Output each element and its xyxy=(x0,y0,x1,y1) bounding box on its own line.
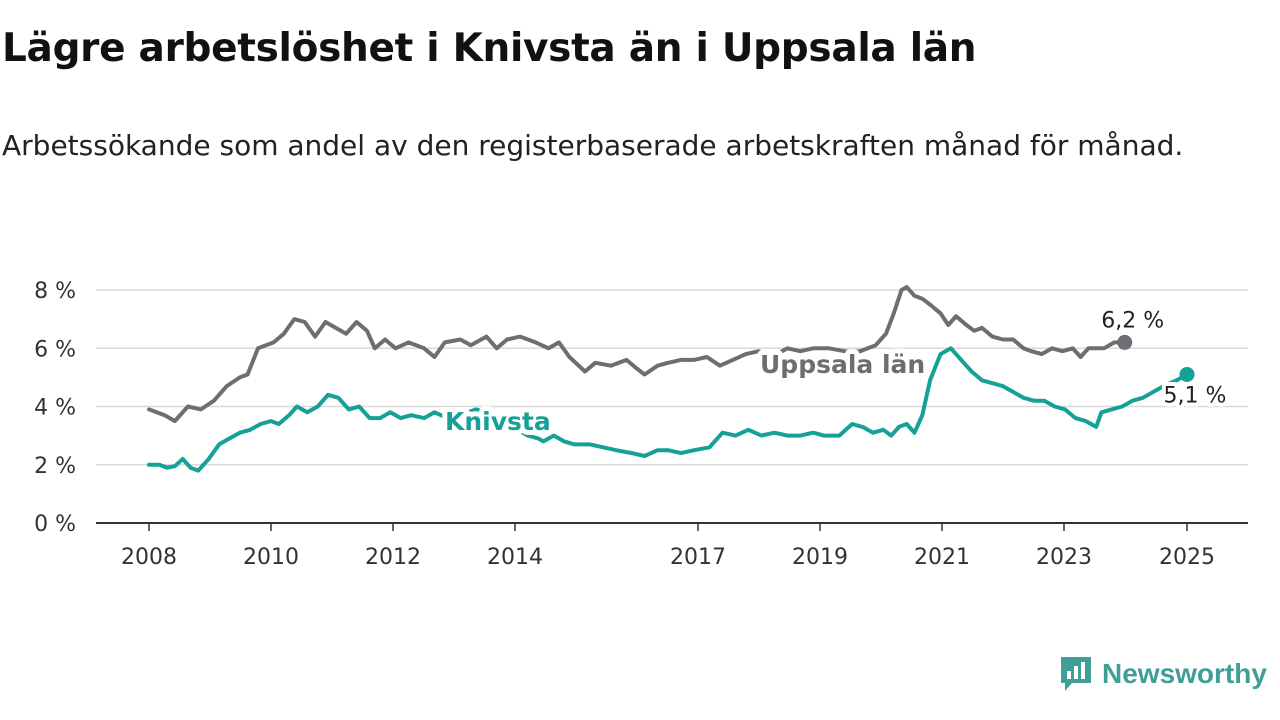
x-tick-label: 2008 xyxy=(121,545,177,570)
end-value-halo: 6,2 % xyxy=(1101,308,1164,333)
x-tick-label: 2012 xyxy=(365,545,421,570)
series-label: Knivsta xyxy=(445,407,551,436)
y-tick-label: 6 % xyxy=(34,337,76,362)
x-tick-label: 2021 xyxy=(914,545,970,570)
y-tick-label: 8 % xyxy=(34,279,76,304)
series-end-point xyxy=(1179,366,1195,382)
series-line-uppsala-lan xyxy=(147,285,1127,424)
brand-name: Newsworthy xyxy=(1102,658,1267,689)
end-value-label: 6,2 % xyxy=(1101,308,1164,333)
y-tick-label: 2 % xyxy=(34,454,76,479)
y-tick-label: 4 % xyxy=(34,396,76,421)
brand-logo: Newsworthy xyxy=(1058,654,1267,694)
series-label: Uppsala län xyxy=(760,350,925,379)
x-tick-label: 2010 xyxy=(243,545,299,570)
y-tick-label: 0 % xyxy=(34,512,76,537)
x-tick-label: 2014 xyxy=(487,545,543,570)
series-label-halo: Knivsta xyxy=(445,407,551,436)
series-label-halo: Uppsala län xyxy=(760,350,925,379)
x-tick-label: 2017 xyxy=(670,545,726,570)
series-end-point xyxy=(1117,334,1133,350)
x-tick-label: 2025 xyxy=(1159,545,1215,570)
x-tick-label: 2019 xyxy=(792,545,848,570)
x-tick-label: 2023 xyxy=(1036,545,1092,570)
chart-subtitle: Arbetssökande som andel av den registerb… xyxy=(2,129,1184,162)
chart-title: Lägre arbetslöshet i Knivsta än i Uppsal… xyxy=(2,26,977,71)
line-chart: 0 % 2 % 4 % 6 % 8 % 2008 2010 2012 2014 2017 2019 2… xyxy=(34,279,1248,570)
chart-bubble-icon xyxy=(1061,657,1091,691)
series-line-knivsta xyxy=(147,346,1189,473)
end-value-label: 5,1 % xyxy=(1164,383,1227,408)
end-value-halo: 5,1 % xyxy=(1164,383,1227,408)
